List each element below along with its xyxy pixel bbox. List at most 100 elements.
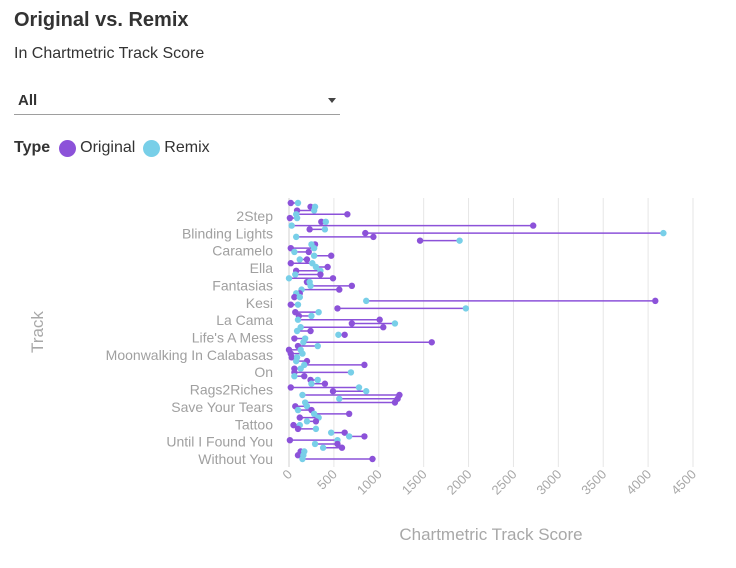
point-original: [348, 320, 356, 327]
point-original: [391, 399, 399, 406]
point-original: [334, 440, 341, 448]
point-remix: [292, 357, 300, 365]
point-original: [380, 324, 387, 331]
y-tick-label: On: [254, 364, 273, 380]
legend-item-original[interactable]: Original: [59, 139, 135, 157]
point-original: [338, 444, 346, 451]
point-original: [312, 418, 320, 425]
point-original: [324, 263, 331, 271]
y-tick-label: Ella: [250, 260, 274, 276]
point-remix: [345, 433, 353, 440]
x-tick-label: 2000: [444, 467, 475, 498]
chart-title: Original vs. Remix: [14, 9, 189, 31]
point-remix: [294, 406, 302, 414]
point-remix: [308, 312, 315, 320]
x-tick-label: 2500: [489, 467, 520, 498]
x-tick-label: 4500: [668, 467, 699, 498]
dumbbell-marks: [285, 199, 667, 463]
point-original: [428, 339, 435, 346]
point-original: [321, 380, 329, 387]
point-original: [301, 372, 308, 380]
point-original: [327, 252, 335, 259]
point-original: [369, 455, 376, 463]
point-remix: [312, 425, 320, 433]
point-remix: [311, 440, 319, 448]
track-filter-dropdown[interactable]: All: [14, 86, 340, 115]
point-remix: [303, 418, 311, 425]
point-remix: [322, 218, 330, 226]
point-remix: [660, 229, 667, 237]
filter-selected-value: All: [18, 92, 38, 109]
point-remix: [347, 369, 355, 376]
point-remix: [296, 256, 303, 263]
point-remix: [310, 252, 318, 259]
chart-subtitle: In Chartmetric Track Score: [14, 45, 205, 62]
x-tick-label: 3000: [533, 467, 564, 498]
point-remix: [462, 305, 470, 312]
point-original: [348, 282, 356, 290]
point-original: [361, 361, 368, 369]
y-tick-label: Rags2Riches: [190, 382, 273, 398]
point-original: [362, 229, 369, 237]
x-tick-label: 500: [314, 467, 340, 493]
point-original: [294, 425, 302, 433]
y-tick-label: Moonwalking In Calabasas: [106, 347, 273, 363]
point-original: [361, 433, 368, 440]
x-tick-labels: 0 500 1000 1500 2000 2500 3000 3500 4000 4500: [279, 467, 699, 498]
point-original: [370, 233, 377, 241]
point-remix: [294, 316, 302, 323]
point-remix: [299, 455, 306, 463]
x-tick-label: 3500: [578, 467, 609, 498]
point-remix: [292, 271, 299, 278]
x-tick-label: 1000: [354, 467, 385, 498]
legend-label-original: Original: [80, 139, 136, 156]
point-remix: [292, 233, 300, 241]
point-original: [294, 452, 302, 459]
point-remix: [315, 308, 322, 316]
point-remix: [308, 380, 315, 387]
point-original: [288, 354, 295, 361]
legend-label-remix: Remix: [164, 139, 210, 156]
legend-item-remix[interactable]: Remix: [143, 139, 210, 157]
point-original: [376, 316, 383, 323]
point-original: [287, 301, 294, 308]
legend-title: Type: [14, 139, 51, 156]
point-remix: [363, 388, 370, 395]
y-tick-label: Fantasias: [212, 277, 273, 293]
point-remix: [288, 222, 295, 229]
point-remix: [294, 199, 302, 207]
y-tick-label: Caramelo: [212, 243, 273, 259]
point-original: [334, 305, 341, 312]
legend-swatch-original: [59, 139, 77, 157]
y-tick-label: Tattoo: [235, 416, 273, 432]
point-original: [287, 384, 294, 391]
point-remix: [327, 429, 335, 436]
y-tick-label: Kesi: [246, 295, 273, 311]
point-remix: [303, 403, 311, 410]
point-original: [341, 429, 348, 436]
point-original: [329, 388, 337, 395]
point-original: [287, 260, 294, 267]
y-tick-label: Save Your Tears: [171, 399, 273, 415]
x-tick-label: 1500: [399, 467, 430, 498]
point-remix: [310, 410, 318, 418]
y-tick-label: Life's A Mess: [192, 330, 273, 346]
x-tick-label: 0: [279, 467, 295, 483]
point-original: [336, 286, 343, 293]
y-tick-label: La Cama: [216, 312, 273, 328]
y-tick-label: Blinding Lights: [182, 225, 273, 241]
point-remix: [355, 384, 363, 391]
point-remix: [299, 350, 306, 357]
point-original: [416, 237, 424, 244]
point-remix: [296, 293, 303, 301]
point-original: [652, 297, 659, 305]
point-original: [303, 256, 311, 263]
x-tick-label: 4000: [623, 467, 654, 498]
y-tick-label: Until I Found You: [166, 434, 273, 450]
point-remix: [312, 263, 320, 271]
point-remix: [293, 214, 301, 222]
x-axis-label: Chartmetric Track Score: [399, 525, 582, 544]
point-remix: [456, 237, 463, 244]
point-original: [341, 331, 348, 338]
